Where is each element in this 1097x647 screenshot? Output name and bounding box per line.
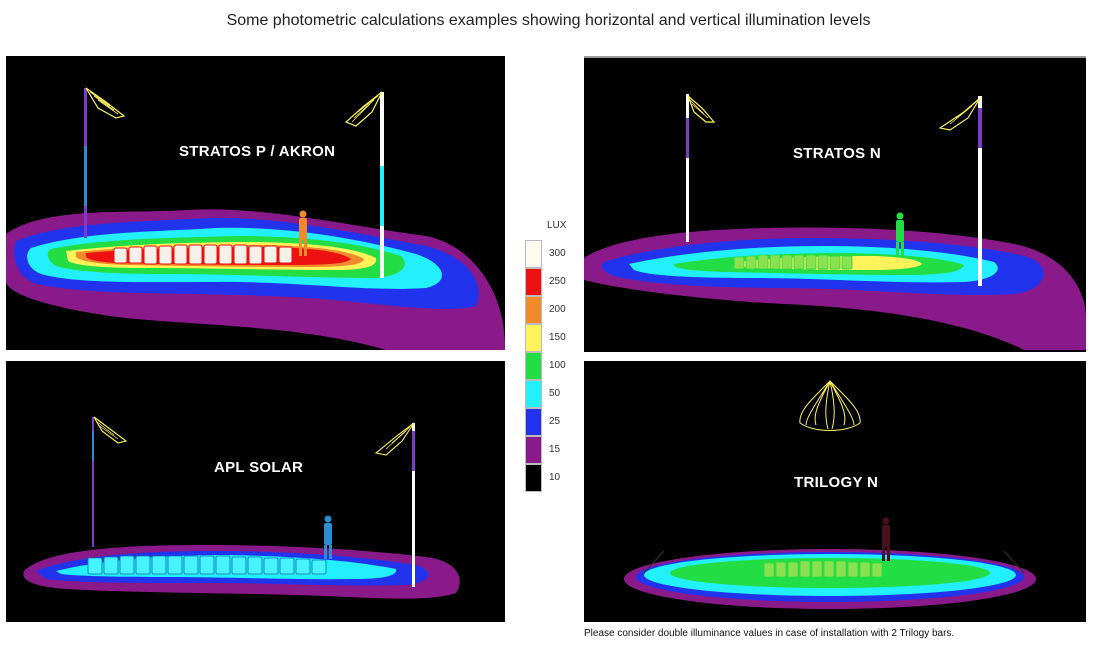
legend-swatch bbox=[525, 436, 542, 464]
legend-swatch bbox=[525, 408, 542, 436]
legend-swatch bbox=[525, 464, 542, 492]
legend-title: LUX bbox=[547, 220, 567, 231]
isolux-field bbox=[624, 549, 1036, 609]
isolux-field bbox=[23, 545, 460, 599]
legend-value: 200 bbox=[549, 304, 566, 315]
page-title: Some photometric calculations examples s… bbox=[226, 12, 871, 29]
pedestrian-figure bbox=[299, 210, 307, 256]
legend-swatch bbox=[525, 240, 542, 268]
pedestrian-figure bbox=[896, 212, 904, 256]
legend-value: 15 bbox=[549, 444, 561, 455]
legend-swatch bbox=[525, 296, 542, 324]
panel-apl-solar: APL SOLAR bbox=[6, 361, 505, 622]
luminaire-photometric-solid bbox=[799, 380, 861, 431]
legend-item: 10 bbox=[525, 464, 575, 492]
pole-right bbox=[374, 422, 415, 587]
illuminance-render bbox=[23, 416, 460, 599]
legend-swatch bbox=[525, 352, 542, 380]
illuminance-render bbox=[584, 94, 1086, 350]
legend-item: 25 bbox=[525, 408, 575, 436]
panel-label: STRATOS N bbox=[793, 145, 881, 162]
legend-swatch bbox=[525, 380, 542, 408]
footnote: Please consider double illuminance value… bbox=[584, 628, 955, 639]
pedestrian-figure bbox=[324, 515, 332, 559]
legend-item: 50 bbox=[525, 380, 575, 408]
pole-right bbox=[938, 96, 982, 286]
legend-item: 150 bbox=[525, 324, 575, 352]
illuminance-render bbox=[624, 380, 1036, 609]
isolux-field bbox=[584, 227, 1086, 350]
legend-value: 300 bbox=[549, 248, 566, 259]
legend-item: 100 bbox=[525, 352, 575, 380]
legend-swatch bbox=[525, 268, 542, 296]
panel-trilogy-n: TRILOGY N bbox=[584, 361, 1086, 622]
legend-item: 200 bbox=[525, 296, 575, 324]
legend-value: 25 bbox=[549, 416, 561, 427]
isolux-field bbox=[6, 209, 505, 350]
pole-right bbox=[344, 91, 384, 278]
legend-value: 250 bbox=[549, 276, 566, 287]
panel-label: STRATOS P / AKRON bbox=[179, 143, 336, 160]
legend-item: 250 bbox=[525, 268, 575, 296]
pole-left bbox=[92, 416, 128, 547]
legend-value: 50 bbox=[549, 388, 561, 399]
panel-label: TRILOGY N bbox=[794, 474, 879, 491]
illuminance-render bbox=[6, 87, 505, 350]
legend-item: 15 bbox=[525, 436, 575, 464]
pole-left bbox=[686, 94, 716, 242]
panel-stratos-n: STRATOS N bbox=[584, 56, 1086, 352]
panel-stratos-p-akron: STRATOS P / AKRON bbox=[6, 56, 505, 350]
legend-value: 100 bbox=[549, 360, 566, 371]
pole-left bbox=[84, 87, 126, 238]
legend-item: 300 bbox=[525, 240, 575, 268]
legend-swatch bbox=[525, 324, 542, 352]
legend-value: 150 bbox=[549, 332, 566, 343]
pedestrian-figure bbox=[882, 517, 890, 561]
legend-value: 10 bbox=[549, 472, 561, 483]
panel-label: APL SOLAR bbox=[214, 459, 304, 476]
